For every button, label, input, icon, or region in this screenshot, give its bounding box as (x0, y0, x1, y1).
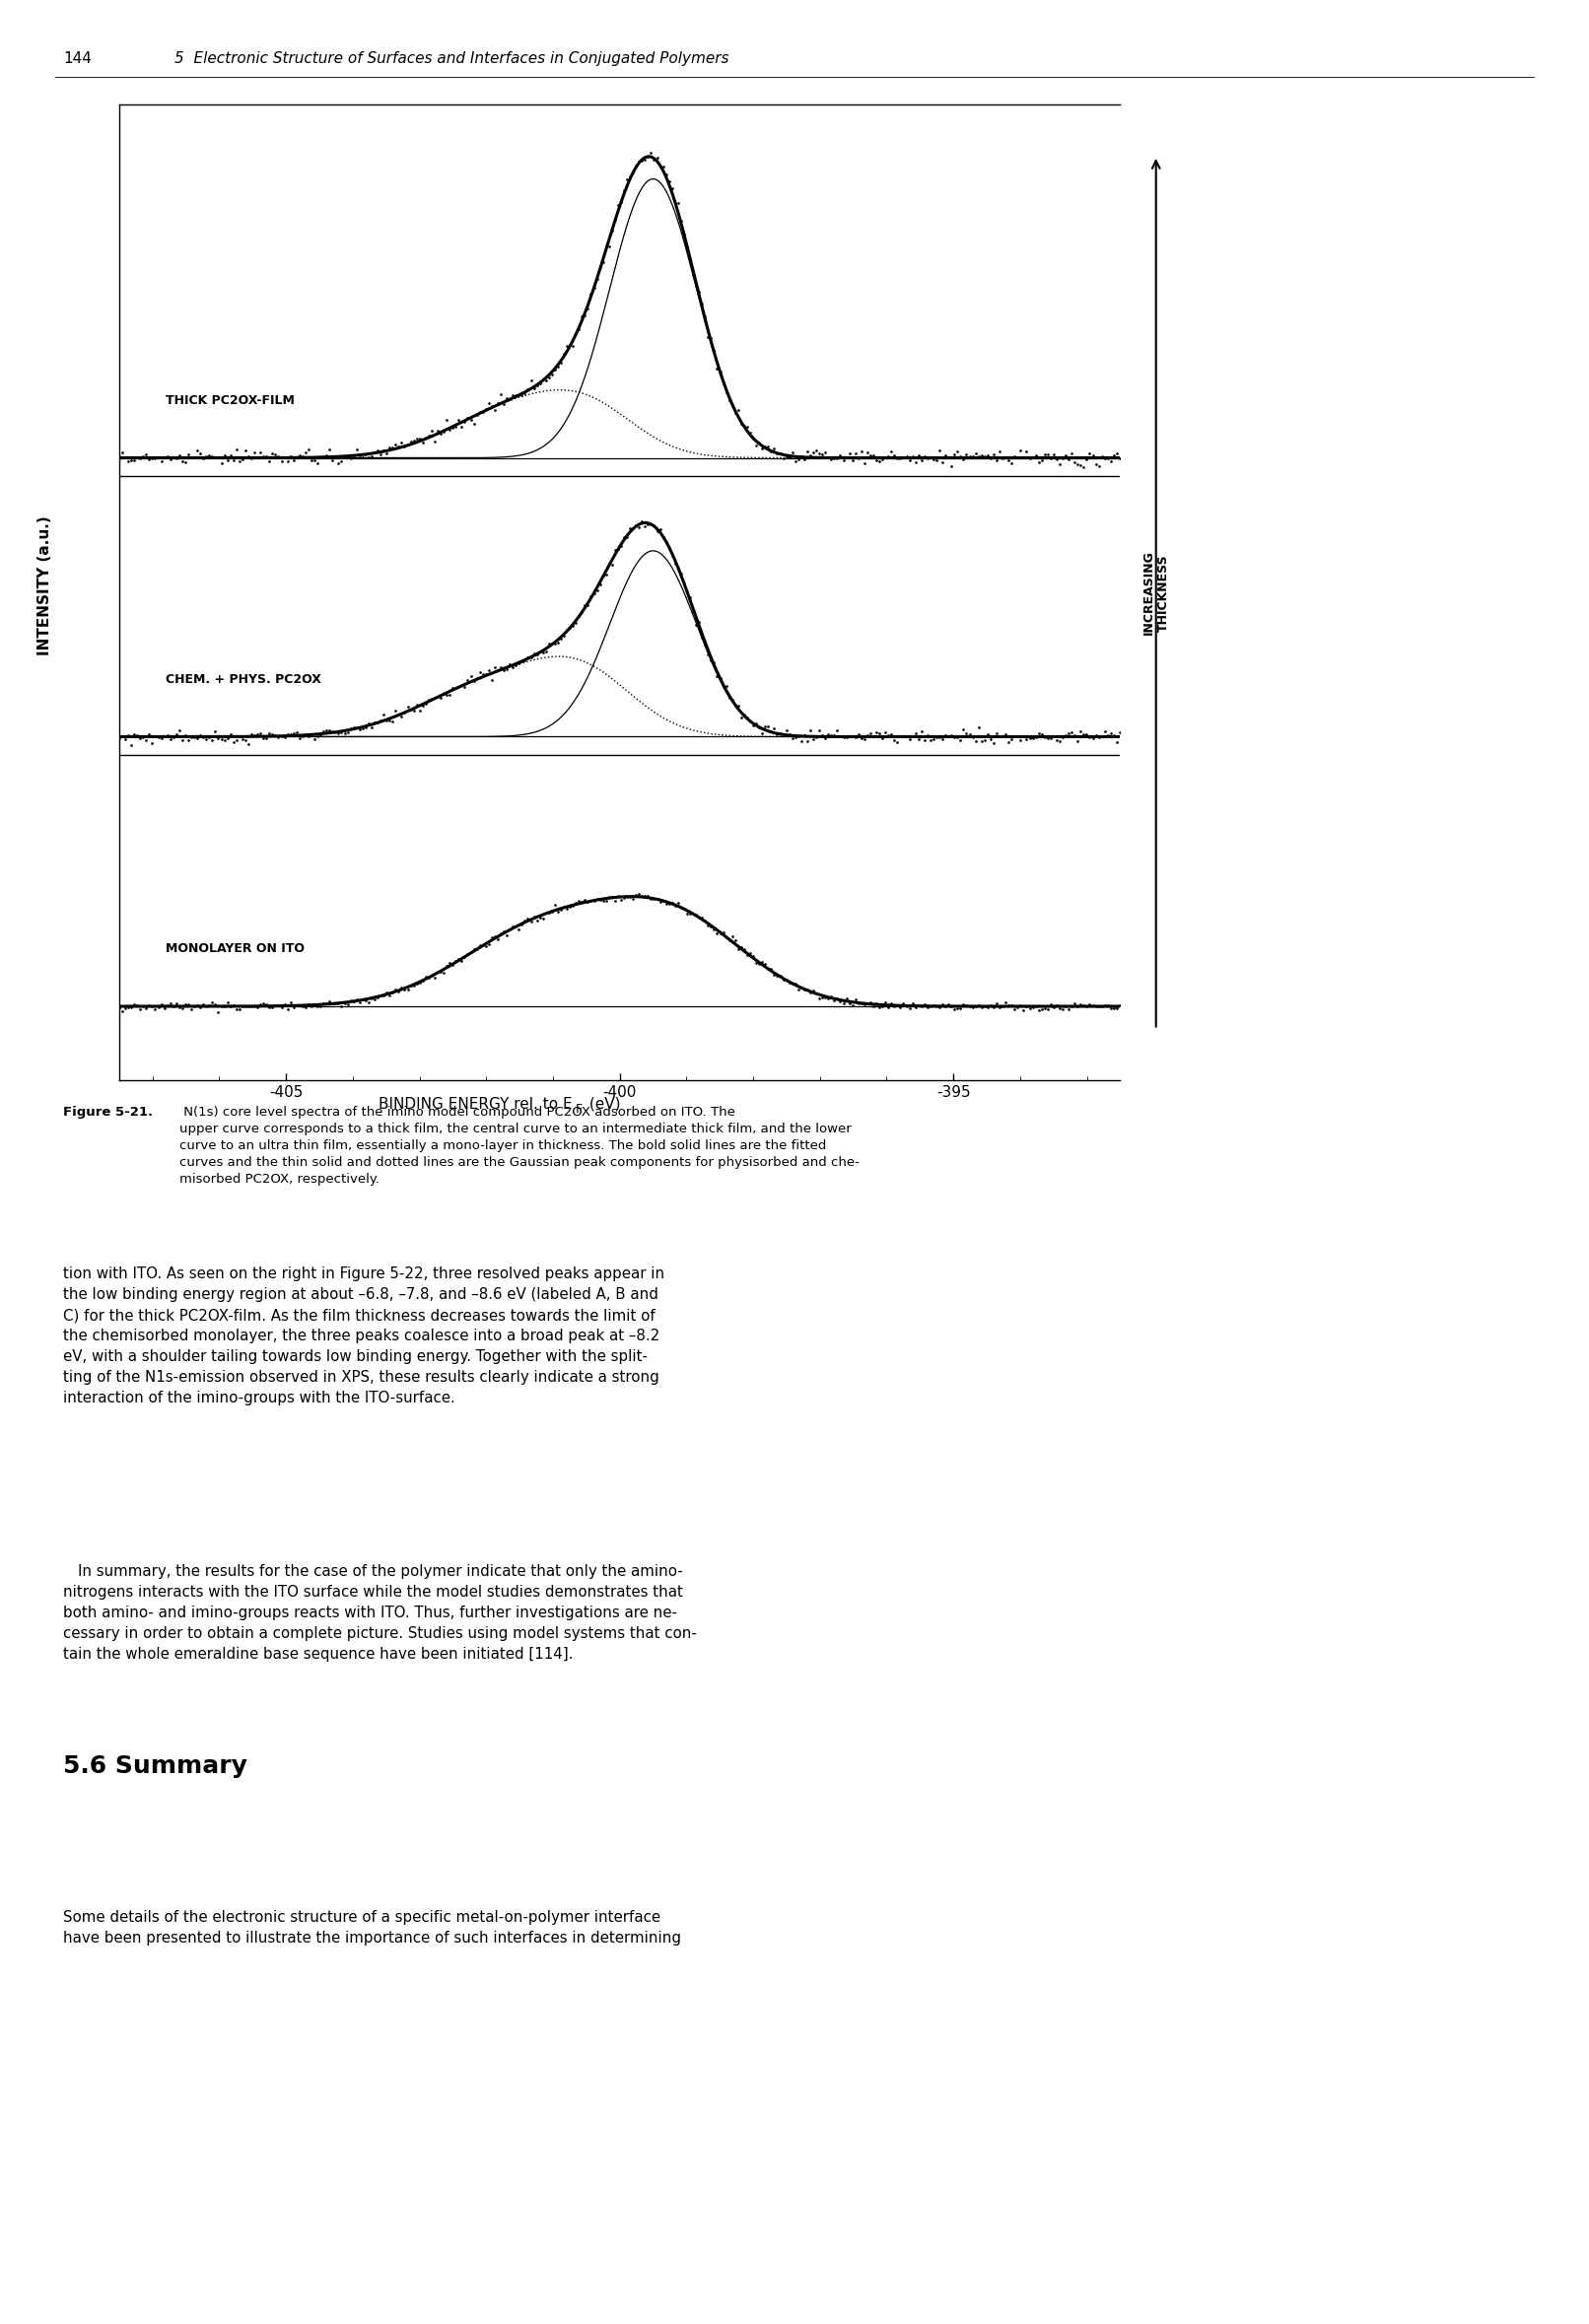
Text: CHEM. + PHYS. PC2OX: CHEM. + PHYS. PC2OX (165, 672, 321, 686)
Text: MONOLAYER ON ITO: MONOLAYER ON ITO (165, 941, 305, 955)
Text: N(1s) core level spectra of the imino model compound PC2OX adsorbed on ITO. The
: N(1s) core level spectra of the imino mo… (180, 1106, 860, 1185)
Text: INCREASING
THICKNESS: INCREASING THICKNESS (1142, 551, 1170, 634)
Text: 5  Electronic Structure of Surfaces and Interfaces in Conjugated Polymers: 5 Electronic Structure of Surfaces and I… (175, 51, 729, 65)
Text: BINDING ENERGY rel. to E: BINDING ENERGY rel. to E (378, 1097, 572, 1111)
Text: Figure 5-21.: Figure 5-21. (64, 1106, 154, 1120)
Text: In summary, the results for the case of the polymer indicate that only the amino: In summary, the results for the case of … (64, 1564, 698, 1662)
Text: INTENSITY (a.u.): INTENSITY (a.u.) (37, 516, 52, 655)
Text: tion with ITO. As seen on the right in Figure 5-22, three resolved peaks appear : tion with ITO. As seen on the right in F… (64, 1267, 664, 1406)
Text: THICK PC2OX-FILM: THICK PC2OX-FILM (165, 393, 296, 407)
Text: 5.6 Summary: 5.6 Summary (64, 1755, 248, 1778)
Text: Some details of the electronic structure of a specific metal-on-polymer interfac: Some details of the electronic structure… (64, 1910, 682, 1945)
Text: F: F (575, 1104, 582, 1116)
Text: 144: 144 (64, 51, 92, 65)
Text: (eV): (eV) (585, 1097, 621, 1111)
